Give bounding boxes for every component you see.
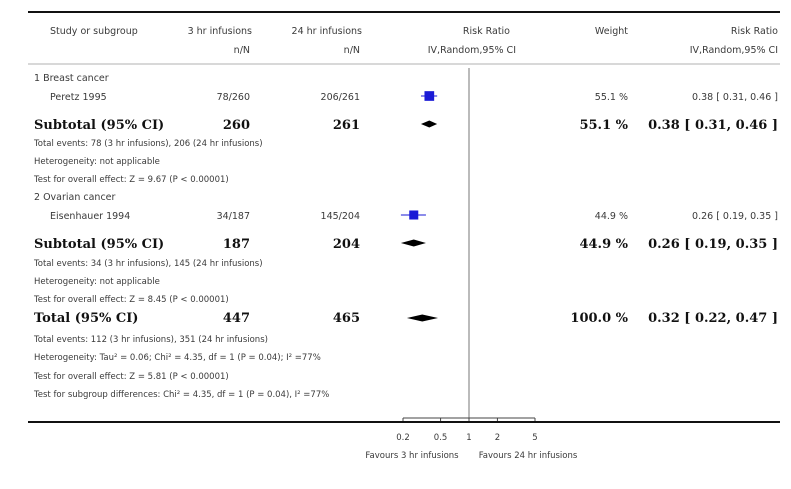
header-group1: 3 hr infusions [188,26,252,37]
tick-label: 0.2 [396,433,410,443]
study-events-group2: 206/261 [321,92,360,103]
study-name: Peretz 1995 [50,92,107,103]
study-events-group2: 145/204 [321,211,360,222]
study-weight: 44.9 % [595,211,628,222]
subgroup-title: 1 Breast cancer [34,73,109,84]
subtotal-group2: 261 [333,118,360,133]
subtotal-group1: 260 [223,118,250,133]
tick-label: 1 [466,433,471,443]
total-group1: 447 [223,311,250,326]
table-header: Study or subgroup 3 hr infusions n/N 24 … [50,26,778,56]
tick-label: 2 [495,433,500,443]
subtotal-effect: 0.38 [ 0.31, 0.46 ] [648,118,778,133]
tick-label: 0.5 [434,433,448,443]
note-total-events: Total events: 78 (3 hr infusions), 206 (… [33,139,263,149]
subtotal-row: Subtotal (95% CI) 260 261 55.1 % 0.38 [ … [34,118,778,133]
header-effect-sub: IV,Random,95% CI [690,45,778,56]
header-study: Study or subgroup [50,26,138,37]
header-group2-sub: n/N [344,45,360,56]
subtotal-group2: 204 [333,237,360,252]
note-heterogeneity: Heterogeneity: not applicable [34,157,160,167]
total-row: Total (95% CI) 447 465 100.0 % 0.32 [ 0.… [34,311,778,326]
study-events-group1: 34/187 [217,211,250,222]
subtotal-weight: 55.1 % [579,118,628,133]
note-heterogeneity: Heterogeneity: not applicable [34,277,160,287]
study-row: Eisenhauer 1994 34/187 145/204 44.9 % 0.… [50,211,778,222]
study-marker [424,91,435,101]
subtotal-group1: 187 [223,237,250,252]
study-effect: 0.26 [ 0.19, 0.35 ] [692,211,778,222]
study-marker [409,210,419,220]
tick-label: 5 [532,433,537,443]
header-effect: Risk Ratio [731,26,778,37]
total-group2: 465 [333,311,360,326]
subtotal-weight: 44.9 % [579,237,628,252]
study-name: Eisenhauer 1994 [50,211,130,222]
note-heterogeneity: Heterogeneity: Tau² = 0.06; Chi² = 4.35,… [34,353,321,363]
study-effect: 0.38 [ 0.31, 0.46 ] [692,92,778,103]
favours-left-label: Favours 3 hr infusions [365,451,459,461]
note-overall-effect: Test for overall effect: Z = 9.67 (P < 0… [33,175,229,185]
study-events-group1: 78/260 [217,92,250,103]
total-effect: 0.32 [ 0.22, 0.47 ] [648,311,778,326]
note-total-events: Total events: 34 (3 hr infusions), 145 (… [33,259,263,269]
pooled-diamond [406,314,439,322]
pooled-diamond [400,239,426,247]
subtotal-row: Subtotal (95% CI) 187 204 44.9 % 0.26 [ … [34,237,778,252]
header-group1-sub: n/N [234,45,250,56]
subgroup-title: 2 Ovarian cancer [34,192,116,203]
header-group2: 24 hr infusions [292,26,363,37]
subtotal-label: Subtotal (95% CI) [34,237,164,252]
note-overall-effect: Test for overall effect: Z = 8.45 (P < 0… [33,295,229,305]
header-plot-sub: IV,Random,95% CI [428,45,516,56]
header-weight: Weight [595,26,628,37]
note-subgroup-differences: Test for subgroup differences: Chi² = 4.… [33,390,329,400]
note-total-events: Total events: 112 (3 hr infusions), 351 … [33,335,268,345]
total-label: Total (95% CI) [34,311,138,326]
subtotal-effect: 0.26 [ 0.19, 0.35 ] [648,237,778,252]
study-row: Peretz 1995 78/260 206/261 55.1 % 0.38 [… [50,92,778,103]
favours-right-label: Favours 24 hr infusions [479,451,578,461]
plot-marks [400,91,439,322]
note-overall-effect: Test for overall effect: Z = 5.81 (P < 0… [33,372,229,382]
header-plot: Risk Ratio [463,26,510,37]
total-weight: 100.0 % [570,311,628,326]
study-weight: 55.1 % [595,92,628,103]
pooled-diamond [420,120,438,128]
subtotal-label: Subtotal (95% CI) [34,118,164,133]
